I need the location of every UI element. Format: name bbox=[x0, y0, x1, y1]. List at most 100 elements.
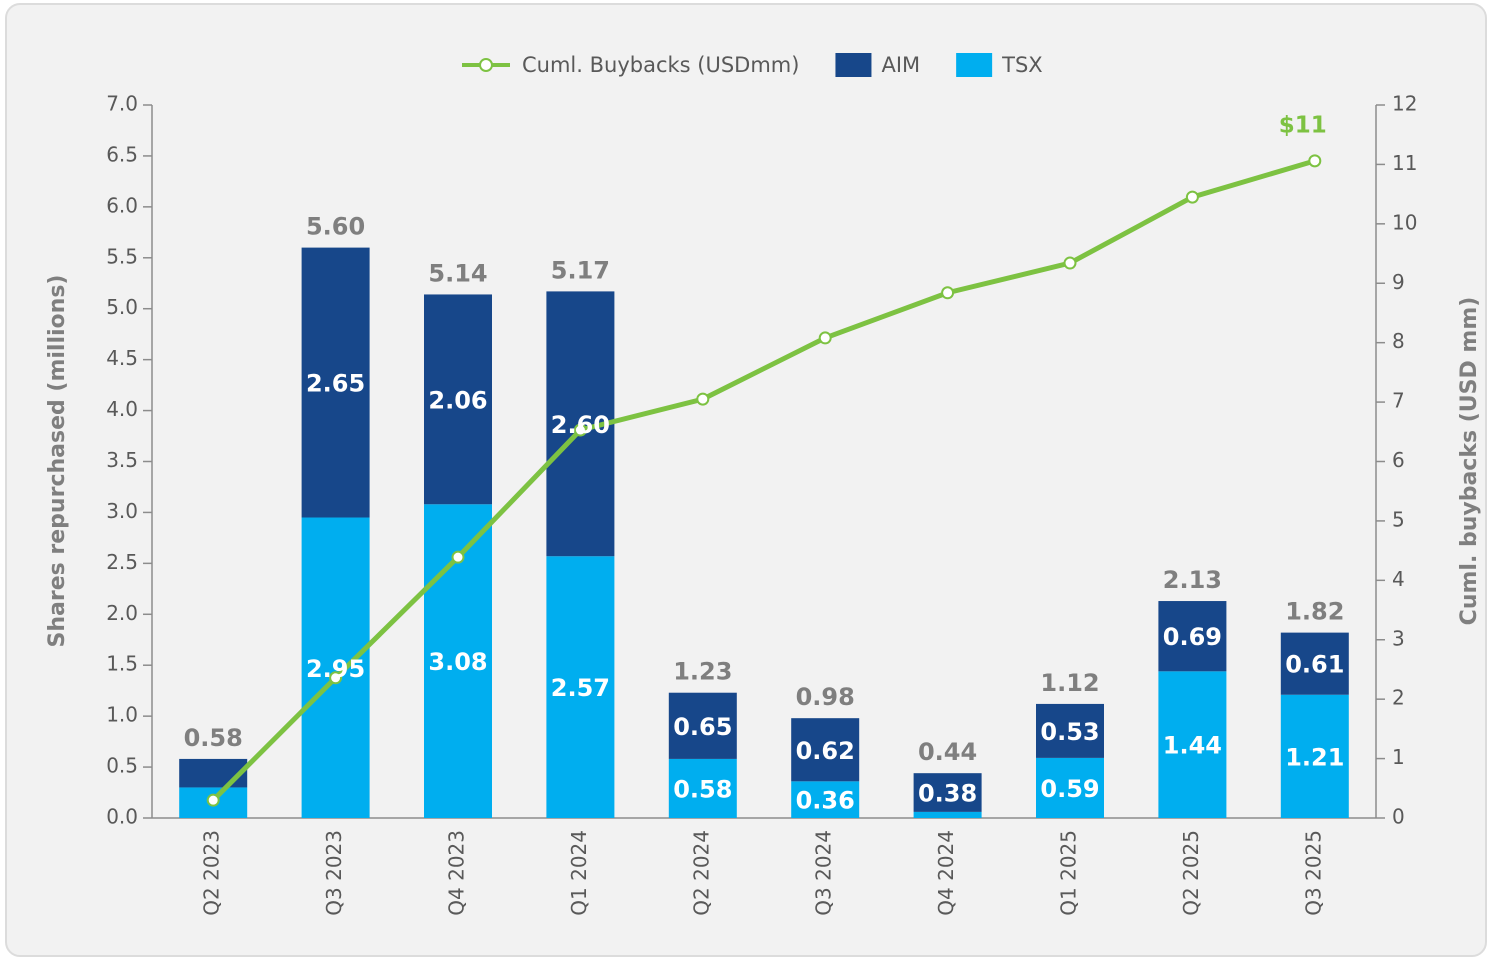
bar-segment bbox=[1158, 671, 1227, 818]
bar-segment bbox=[1036, 703, 1104, 758]
y2-tick-label: 7 bbox=[1392, 389, 1405, 413]
line-point bbox=[1063, 256, 1077, 270]
y-axis-title: Shares repurchased (millions) bbox=[45, 275, 70, 648]
y2-tick-label: 4 bbox=[1392, 567, 1405, 591]
y2-tick-label: 11 bbox=[1392, 151, 1417, 175]
y2-tick-label: 2 bbox=[1392, 686, 1405, 710]
x-tick-label: Q1 2024 bbox=[567, 830, 591, 916]
bar-segment bbox=[1280, 632, 1349, 695]
segment-label: 0.69 bbox=[1163, 623, 1222, 651]
line-point bbox=[206, 793, 220, 807]
x-tick-label: Q4 2024 bbox=[934, 830, 958, 916]
y-tick-label: 4.5 bbox=[106, 346, 138, 370]
line-point bbox=[1185, 190, 1199, 204]
legend-swatch bbox=[956, 53, 993, 77]
x-tick-label: Q3 2023 bbox=[322, 830, 346, 916]
bar-segment bbox=[546, 556, 615, 818]
y2-tick-label: 6 bbox=[1392, 448, 1405, 472]
total-label: 0.58 bbox=[184, 724, 243, 752]
legend-marker bbox=[479, 58, 493, 72]
segment-label: 3.08 bbox=[428, 648, 487, 676]
y2-tick-label: 3 bbox=[1392, 626, 1405, 650]
bar-segment bbox=[424, 294, 492, 505]
segment-label: 0.62 bbox=[796, 737, 855, 765]
bar-segment bbox=[301, 517, 370, 818]
x-tick-label: Q3 2024 bbox=[812, 830, 836, 916]
total-label: 5.14 bbox=[428, 259, 487, 287]
y-tick-label: 4.0 bbox=[106, 397, 138, 421]
y2-axis-title: Cuml. buybacks (USD mm) bbox=[1457, 297, 1482, 626]
line-point bbox=[818, 331, 832, 345]
legend-label: TSX bbox=[1001, 53, 1043, 77]
segment-label: 2.60 bbox=[551, 411, 610, 439]
segment-label: 0.36 bbox=[796, 787, 855, 815]
y-tick-label: 5.0 bbox=[106, 295, 138, 319]
line-point bbox=[451, 550, 465, 564]
line-point bbox=[1308, 154, 1322, 168]
segment-label: 0.59 bbox=[1040, 775, 1099, 803]
segment-label: 0.53 bbox=[1040, 718, 1099, 746]
total-label: 0.44 bbox=[918, 738, 977, 766]
x-tick-label: Q4 2023 bbox=[445, 830, 469, 916]
segment-label: 1.21 bbox=[1285, 743, 1344, 771]
legend-label: Cuml. Buybacks (USDmm) bbox=[522, 53, 799, 77]
y2-tick-label: 8 bbox=[1392, 329, 1405, 353]
y2-tick-label: 0 bbox=[1392, 805, 1405, 829]
line-point bbox=[329, 671, 343, 685]
segment-label: 1.44 bbox=[1163, 732, 1222, 760]
segment-label: 2.06 bbox=[428, 386, 487, 414]
segment-label: 2.95 bbox=[306, 655, 365, 683]
line-point bbox=[696, 392, 710, 406]
bar-segment bbox=[791, 718, 860, 782]
total-label: 5.60 bbox=[306, 213, 365, 241]
segment-label: 2.65 bbox=[306, 370, 365, 398]
bar-segment bbox=[791, 781, 860, 818]
segment-label: 0.65 bbox=[673, 713, 732, 741]
y2-tick-label: 9 bbox=[1392, 270, 1405, 294]
line-series bbox=[211, 158, 1316, 802]
x-tick-label: Q1 2025 bbox=[1057, 830, 1081, 916]
y2-tick-label: 5 bbox=[1392, 507, 1405, 531]
total-label: 0.98 bbox=[796, 683, 855, 711]
y-tick-label: 0.0 bbox=[106, 805, 138, 829]
bar-segment bbox=[1280, 694, 1349, 818]
segment-label: 0.58 bbox=[673, 775, 732, 803]
y-tick-label: 1.0 bbox=[106, 703, 138, 727]
total-label: 5.17 bbox=[551, 256, 610, 284]
total-label: 1.23 bbox=[673, 658, 732, 686]
y-tick-label: 7.0 bbox=[106, 92, 138, 116]
line-point bbox=[941, 286, 955, 300]
total-label: 2.13 bbox=[1163, 566, 1222, 594]
bar-segment bbox=[668, 692, 737, 759]
segment-label: 0.61 bbox=[1285, 651, 1344, 679]
x-tick-label: Q3 2025 bbox=[1301, 830, 1325, 916]
y2-tick-label: 10 bbox=[1392, 210, 1417, 234]
bar-segment bbox=[913, 811, 982, 818]
legend-label: AIM bbox=[881, 53, 920, 77]
y-tick-label: 6.5 bbox=[106, 142, 138, 166]
y-tick-label: 3.5 bbox=[106, 448, 138, 472]
bar-segment bbox=[668, 758, 737, 818]
panel bbox=[5, 3, 1487, 957]
segment-label: 2.57 bbox=[551, 674, 610, 702]
bar-segment bbox=[1036, 757, 1104, 818]
y-tick-label: 6.0 bbox=[106, 193, 138, 217]
y-tick-label: 5.5 bbox=[106, 244, 138, 268]
bar-segment bbox=[1158, 601, 1227, 672]
total-label: 1.82 bbox=[1285, 598, 1344, 626]
y-tick-label: 2.5 bbox=[106, 550, 138, 574]
line-point bbox=[573, 423, 587, 437]
total-label: 1.12 bbox=[1040, 669, 1099, 697]
y-tick-label: 2.0 bbox=[106, 601, 138, 625]
y2-tick-label: 12 bbox=[1392, 92, 1417, 116]
segment-label: 0.38 bbox=[918, 780, 977, 808]
y2-tick-label: 1 bbox=[1392, 745, 1405, 769]
legend-swatch bbox=[835, 53, 872, 77]
x-tick-label: Q2 2024 bbox=[689, 830, 713, 916]
y-tick-label: 0.5 bbox=[106, 754, 138, 778]
y-tick-label: 1.5 bbox=[106, 652, 138, 676]
bar-segment bbox=[913, 773, 982, 812]
x-tick-label: Q2 2023 bbox=[200, 830, 224, 916]
bar-segment bbox=[179, 758, 248, 788]
